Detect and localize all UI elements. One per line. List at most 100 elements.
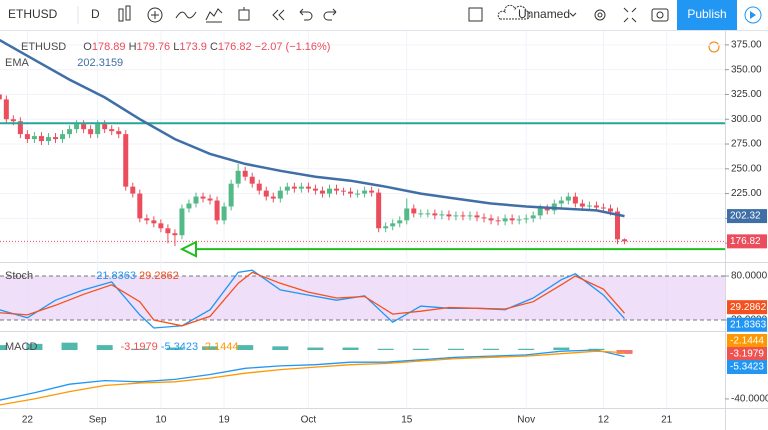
stoch-k: 21.8363 bbox=[96, 270, 136, 282]
legend-high: 179.76 bbox=[137, 41, 171, 53]
axis-value-box bbox=[727, 334, 767, 348]
y-tick-label: 250.00 bbox=[731, 163, 762, 174]
axis-value-box bbox=[727, 360, 767, 374]
symbol[interactable]: ETHUSD bbox=[8, 7, 58, 21]
candle-body bbox=[376, 192, 382, 229]
macd-histogram-bar bbox=[96, 345, 113, 351]
candle-body bbox=[369, 190, 375, 193]
candle-body bbox=[256, 183, 262, 191]
candle-body bbox=[60, 134, 66, 140]
candle-body bbox=[144, 218, 150, 221]
x-tick-label: 12 bbox=[598, 415, 610, 426]
candle-body bbox=[242, 170, 248, 177]
stoch-legend: Stoch 21.8363 29.2862 bbox=[5, 270, 179, 282]
y-tick-label: 300.00 bbox=[731, 114, 762, 125]
legend-prefix: C bbox=[210, 41, 218, 53]
candle-body bbox=[334, 188, 340, 191]
macd-histogram-bar bbox=[26, 343, 43, 351]
candle-body bbox=[326, 188, 332, 194]
candle-body bbox=[467, 215, 473, 217]
axis-value-label: 202.32 bbox=[730, 211, 761, 222]
toolbar-icons[interactable] bbox=[118, 4, 669, 23]
x-tick-label: Oct bbox=[301, 415, 317, 426]
macd-histogram-bar bbox=[307, 347, 324, 351]
candle-body bbox=[481, 217, 487, 219]
legend-close: 176.82 bbox=[218, 41, 252, 53]
candle-body bbox=[600, 207, 606, 209]
candle-body bbox=[38, 136, 44, 142]
publish-label[interactable]: Publish bbox=[687, 7, 726, 21]
candle-body bbox=[319, 190, 325, 194]
candle-body bbox=[488, 218, 494, 221]
candle-body bbox=[537, 208, 543, 216]
stoch-name: Stoch bbox=[5, 270, 33, 282]
macd-histogram-bar bbox=[447, 348, 464, 351]
candle-body bbox=[558, 200, 564, 204]
axis-value-label: -5.3423 bbox=[730, 362, 764, 373]
axis-value-label: -2.1444 bbox=[730, 336, 764, 347]
dropdown-caret[interactable] bbox=[569, 12, 577, 17]
macd-histogram-bar bbox=[61, 342, 78, 351]
publish-button[interactable] bbox=[677, 0, 737, 30]
candle-body bbox=[284, 186, 290, 191]
replay-icon[interactable] bbox=[744, 6, 762, 24]
candle-body bbox=[17, 121, 23, 135]
axis-value-label: 176.82 bbox=[730, 236, 761, 247]
x-tick-label: Sep bbox=[89, 415, 107, 426]
x-tick-label: Nov bbox=[517, 415, 535, 426]
candle-body bbox=[418, 213, 424, 215]
macd-legend: MACD -3.1979 -5.3423 -2.1444 bbox=[5, 341, 239, 353]
ema-value: 202.3159 bbox=[77, 57, 123, 69]
stoch-band bbox=[0, 276, 725, 320]
macd-histogram-bar bbox=[377, 348, 394, 351]
legend-symbol: ETHUSD bbox=[21, 41, 66, 53]
stoch-d: 29.2862 bbox=[139, 270, 179, 282]
candle-body bbox=[130, 186, 136, 194]
candle-body bbox=[3, 99, 9, 120]
candle-body bbox=[10, 119, 16, 122]
macd-line: -5.3423 bbox=[161, 341, 198, 353]
macd-histogram-bar bbox=[518, 348, 535, 351]
layout-name[interactable]: Unnamed bbox=[518, 7, 570, 21]
macd-histogram-bar bbox=[166, 347, 183, 351]
macd-histogram-bar bbox=[272, 346, 289, 351]
candle-body bbox=[102, 124, 108, 130]
candle-body bbox=[88, 129, 94, 135]
stoch-line bbox=[0, 271, 625, 327]
interval[interactable]: D bbox=[91, 7, 100, 21]
candle-body bbox=[24, 134, 30, 140]
y-tick-label: 325.00 bbox=[731, 89, 762, 100]
macd-line bbox=[0, 350, 625, 406]
candle-body bbox=[214, 200, 220, 221]
x-tick-label: 10 bbox=[155, 415, 167, 426]
candle-body bbox=[123, 134, 129, 187]
candle-body bbox=[109, 129, 115, 132]
candle-body bbox=[137, 193, 143, 219]
macd-histogram-bar bbox=[616, 350, 633, 354]
candle-body bbox=[200, 196, 206, 199]
candle-body bbox=[249, 176, 255, 184]
candle-body bbox=[502, 218, 508, 222]
candle-body bbox=[572, 196, 578, 204]
candle-body bbox=[565, 196, 571, 201]
legend-prefix: L bbox=[173, 41, 179, 53]
candle-body bbox=[81, 124, 87, 130]
x-tick-label: 19 bbox=[219, 415, 231, 426]
candle-body bbox=[460, 215, 466, 217]
candle-body bbox=[397, 220, 403, 224]
x-tick-label: 21 bbox=[661, 415, 673, 426]
axis-value-box bbox=[727, 300, 767, 315]
legend-low: 173.9 bbox=[179, 41, 207, 53]
y-tick-label: 350.00 bbox=[731, 64, 762, 75]
candle-body bbox=[516, 219, 522, 221]
axis-value-label: -3.1979 bbox=[730, 349, 764, 360]
candle-body bbox=[607, 208, 613, 212]
macd-histogram-bar bbox=[483, 348, 500, 351]
axis-value-label: 29.2862 bbox=[730, 302, 767, 313]
ema-line bbox=[0, 38, 625, 218]
plot-area bbox=[0, 31, 725, 408]
axis-value-box bbox=[727, 347, 767, 361]
alert-icon[interactable] bbox=[708, 41, 720, 53]
candle-body bbox=[615, 211, 621, 240]
ema-name: EMA bbox=[5, 57, 30, 69]
